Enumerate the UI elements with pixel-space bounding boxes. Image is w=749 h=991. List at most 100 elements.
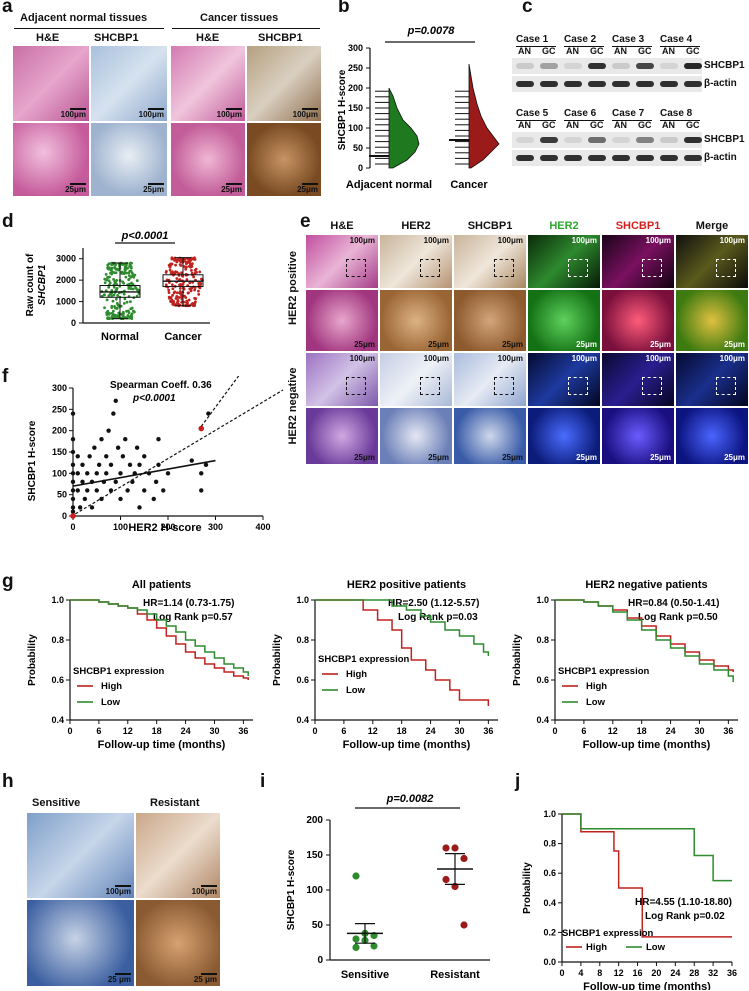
panel-d-point	[186, 291, 190, 295]
panel-c-case-underline	[564, 120, 604, 121]
panel-d-ylabel-1: Raw count of	[25, 253, 36, 316]
panel-e-scale-label: 25μm	[354, 340, 375, 349]
panel-d-point	[171, 302, 175, 306]
panel-f-point	[127, 462, 133, 467]
panel-f-ytick-label: 150	[52, 447, 67, 457]
panel-d-point	[122, 292, 126, 296]
panel-g-legend-title: SHCBP1 expression	[558, 666, 650, 677]
panel-c-band	[684, 155, 702, 161]
panel-d-point	[112, 278, 115, 281]
panel-d-point	[129, 287, 133, 291]
panel-f-point	[118, 496, 123, 502]
panel-g-xtick-label: 36	[483, 726, 493, 736]
panel-g-xtick-label: 12	[123, 726, 133, 736]
panel-d-point	[115, 307, 119, 310]
panel-h-tile-sensitive-top: 100μm	[26, 812, 135, 899]
panel-d-point	[113, 282, 117, 286]
panel-e-tile: 25μm	[453, 407, 527, 465]
panel-d-point	[131, 287, 135, 291]
panel-i-point	[370, 942, 378, 950]
panel-j-legend-high: High	[586, 942, 607, 953]
panel-e-tile: 100μm	[601, 234, 675, 289]
panel-g-xtick-label: 18	[397, 726, 407, 736]
panel-d-point	[104, 273, 108, 276]
panel-i-point	[460, 921, 468, 929]
panel-c-case-label: Case 8	[660, 108, 693, 119]
panel-c-band	[516, 155, 534, 161]
panel-d-point	[175, 277, 179, 280]
panel-c-case-label: Case 2	[564, 34, 597, 45]
panel-g-xtick-label: 6	[341, 726, 346, 736]
panel-e-scale-label: 100μm	[571, 236, 597, 245]
panel-a-tile-he-normal-top: 100μm	[12, 45, 90, 122]
panel-f-ylabel: SHCBP1 H-score	[27, 420, 38, 501]
panel-j-xtick-label: 12	[614, 968, 624, 978]
panel-d-point	[114, 271, 118, 275]
panel-d-point	[193, 268, 197, 272]
panel-d-point	[184, 267, 188, 271]
panel-d-point	[122, 301, 126, 305]
panel-b-ytick-label: 250	[348, 63, 363, 73]
panel-b-ytick-label: 100	[348, 123, 363, 133]
panel-c-band	[588, 137, 606, 143]
panel-e-tile: 25μm	[453, 289, 527, 352]
panel-e-tile: 25μm	[601, 289, 675, 352]
panel-f-point	[70, 509, 76, 514]
panel-d-point	[125, 309, 128, 313]
panel-i-point	[442, 875, 450, 884]
panel-d-point	[169, 271, 173, 275]
panel-a-group-right: Cancer tissues	[200, 12, 279, 24]
panel-c-loading-label: β-actin	[704, 152, 737, 163]
panel-c-band	[612, 63, 630, 69]
panel-d-point	[108, 275, 111, 279]
panel-g-ytick-label: 0.8	[296, 635, 309, 645]
panel-g-legend-low: Low	[346, 685, 366, 696]
panel-e-scale-label: 25μm	[354, 453, 375, 462]
panel-b-ytick-label: 50	[353, 143, 363, 153]
panel-d-point	[198, 270, 202, 274]
panel-j-xlabel: Follow-up time (months)	[583, 981, 711, 990]
panel-f-point	[106, 428, 111, 433]
panel-f-point	[118, 471, 123, 476]
panel-e-scale-label: 25μm	[502, 453, 523, 462]
panel-g-xtick-label: 0	[312, 726, 317, 736]
panel-d-point	[167, 288, 171, 292]
panel-j-xtick-label: 24	[670, 968, 680, 978]
panel-d-point	[190, 271, 194, 275]
panel-j-ytick-label: 0.2	[543, 927, 556, 937]
panel-a-tile-ihc-normal-top: 100μm	[90, 45, 168, 122]
panel-d-point	[114, 297, 118, 301]
panel-label-a: a	[2, 0, 13, 17]
panel-d-point	[125, 300, 129, 304]
panel-j-xtick-label: 20	[651, 968, 661, 978]
panel-d-point	[182, 265, 186, 268]
panel-g-xlabel: Follow-up time (months)	[583, 739, 711, 751]
panel-d-point	[180, 293, 183, 297]
panel-d-point	[129, 300, 132, 304]
panel-a-col-0: H&E	[36, 32, 60, 44]
panel-d-point	[103, 306, 106, 310]
panel-d-point	[175, 295, 179, 298]
panel-f-point	[120, 454, 126, 459]
panel-j-km-chart: 0 4 8 12 16 20 24 28 32 36 0.0 0.2 0.4 0.6 0.8 1.0 Proba…	[522, 809, 737, 990]
panel-f-point	[111, 411, 116, 416]
panel-c-band	[564, 155, 582, 161]
panel-f-point	[70, 479, 76, 485]
panel-d-point	[170, 256, 174, 260]
panel-c-case-label: Case 3	[612, 34, 645, 45]
panel-c-band	[588, 155, 606, 161]
panel-i-ytick-label: 100	[306, 885, 323, 896]
panel-g-xtick-label: 18	[637, 726, 647, 736]
panel-d-point	[178, 291, 182, 295]
panel-d-point	[171, 283, 174, 287]
panel-c-lane-label: GC	[542, 120, 556, 130]
panel-j-logrank: Log Rank p=0.02	[645, 911, 725, 922]
panel-c-band	[636, 63, 654, 69]
panel-d-point	[128, 264, 131, 268]
panel-g-hr: HR=0.84 (0.50-1.41)	[628, 598, 719, 609]
panel-c-band	[588, 81, 606, 87]
panel-e-col-header: HER2	[549, 220, 579, 232]
panel-d-point	[171, 287, 175, 291]
panel-d-point	[105, 298, 109, 302]
panel-d-ytick-label: 1000	[56, 297, 76, 307]
